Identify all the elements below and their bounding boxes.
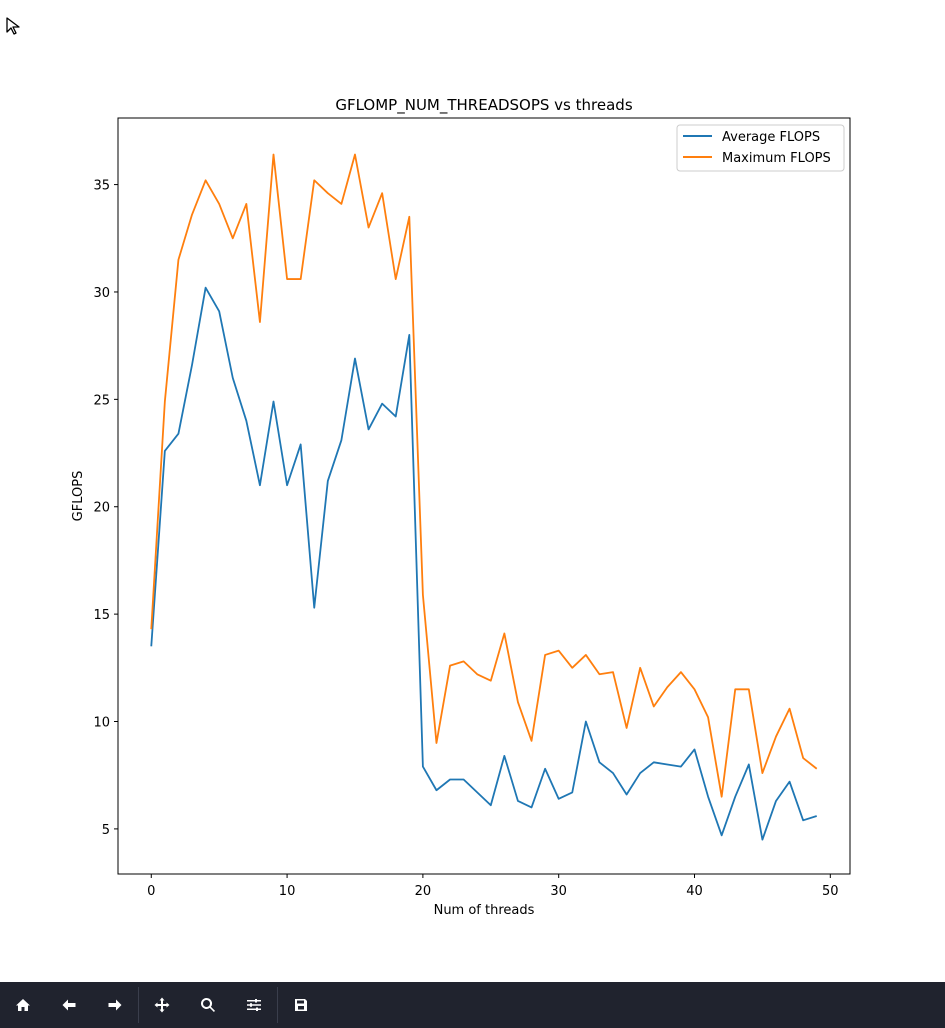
x-axis: 0 10 20 30 40 50 xyxy=(147,874,839,899)
legend-label-maximum: Maximum FLOPS xyxy=(722,151,831,166)
forward-arrow-icon xyxy=(108,999,122,1011)
save-floppy-icon xyxy=(295,999,307,1011)
y-tick-label: 25 xyxy=(93,393,110,408)
series-line-0 xyxy=(150,286,818,841)
toolbar-separator xyxy=(277,987,278,1023)
series-line-1 xyxy=(150,153,818,798)
y-tick-label: 10 xyxy=(93,716,110,731)
pan-move-icon xyxy=(154,997,170,1013)
home-button[interactable] xyxy=(0,982,46,1028)
y-tick-label: 5 xyxy=(102,823,110,838)
x-tick-label: 10 xyxy=(279,884,296,899)
y-tick-label: 15 xyxy=(93,608,110,623)
legend: Average FLOPS Maximum FLOPS xyxy=(676,124,845,172)
y-axis: 5 10 15 20 25 30 35 xyxy=(93,179,118,838)
chart-canvas: GFLOMP_NUM_THREADSOPS vs threads 0 10 20 30… xyxy=(71,96,851,918)
configure-sliders-icon xyxy=(247,999,261,1011)
y-tick-label: 30 xyxy=(93,286,110,301)
plot-area-frame xyxy=(117,117,851,875)
y-tick-label: 35 xyxy=(93,179,110,194)
x-tick-label: 0 xyxy=(147,884,155,899)
figure-window: GFLOMP_NUM_THREADSOPS vs threads 0 10 20 30… xyxy=(6,17,851,918)
legend-label-average: Average FLOPS xyxy=(722,130,820,145)
back-button[interactable] xyxy=(46,982,92,1028)
save-button[interactable] xyxy=(278,982,324,1028)
navigation-toolbar xyxy=(0,982,945,1028)
x-tick-label: 50 xyxy=(822,884,839,899)
back-arrow-icon xyxy=(62,999,76,1011)
x-tick-label: 40 xyxy=(686,884,703,899)
pan-button[interactable] xyxy=(139,982,185,1028)
home-icon xyxy=(16,999,30,1011)
y-tick-label: 20 xyxy=(93,501,110,516)
series-layer xyxy=(150,153,818,841)
x-tick-label: 20 xyxy=(415,884,432,899)
zoom-magnifier-icon xyxy=(201,998,215,1012)
y-axis-label: GFLOPS xyxy=(71,471,86,522)
x-tick-label: 30 xyxy=(550,884,567,899)
zoom-button[interactable] xyxy=(185,982,231,1028)
cursor-arrow-icon xyxy=(6,17,20,35)
toolbar-separator xyxy=(138,987,139,1023)
configure-subplots-button[interactable] xyxy=(231,982,277,1028)
x-axis-label: Num of threads xyxy=(434,903,535,918)
chart-title: GFLOMP_NUM_THREADSOPS vs threads xyxy=(335,96,632,115)
forward-button[interactable] xyxy=(92,982,138,1028)
legend-box xyxy=(676,124,845,172)
